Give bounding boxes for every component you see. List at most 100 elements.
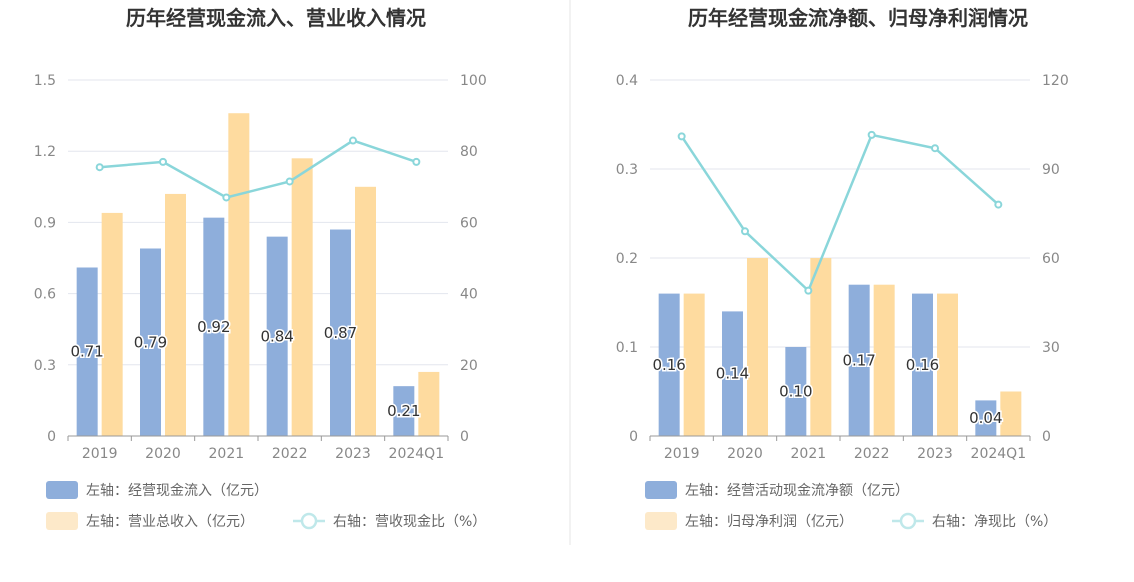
left-axis-tick-label: 0	[47, 429, 56, 445]
ratio-line	[99, 139, 417, 199]
bar-secondary	[937, 293, 958, 436]
bar-value-label: 0.79	[134, 333, 167, 351]
left-axis-tick-label: 0.2	[616, 251, 638, 267]
bar-primary	[785, 347, 807, 436]
legend-label: 左轴：归母净利润（亿元）	[685, 513, 853, 530]
ratio-point	[349, 136, 357, 145]
left-axis-tick-label: 0.1	[616, 340, 638, 356]
bar-value-label: 0.14	[716, 365, 749, 383]
ratio-point	[412, 157, 421, 166]
x-axis-tick-label: 2022	[854, 446, 890, 462]
bar-primary	[393, 386, 415, 436]
bar-secondary	[418, 371, 440, 436]
left-axis-tick-label: 0.9	[34, 215, 56, 231]
bar-primary	[140, 248, 161, 436]
legend-label: 左轴：经营现金流入（亿元）	[86, 483, 268, 499]
legend-swatch	[645, 481, 677, 499]
bar-value-label: 0.16	[906, 356, 939, 374]
bar-secondary	[683, 293, 705, 436]
ratio-point	[931, 144, 939, 153]
cash-inflow-revenue-chart: 历年经营现金流入、营业收入情况 0 0.3 0.6 0.9 1.2 1.5 0 20 40 60 80…	[34, 6, 487, 530]
left-axis-tick-label: 1.5	[34, 73, 56, 89]
x-axis-tick-label: 2019	[82, 446, 118, 462]
bar-primary	[722, 311, 743, 436]
bar-value-label: 0.21	[387, 402, 420, 420]
bar-value-label: 0.04	[969, 409, 1002, 427]
bar-secondary	[1000, 391, 1022, 436]
right-axis-tick-label: 60	[460, 215, 478, 231]
ratio-point	[285, 177, 294, 186]
bar-secondary	[291, 158, 313, 436]
right-axis-tick-label: 80	[460, 144, 478, 160]
legend-swatch	[46, 512, 78, 530]
bar-value-label: 0.17	[842, 351, 875, 369]
bar-secondary	[873, 284, 895, 436]
x-axis-tick-label: 2021	[791, 446, 827, 462]
bar-secondary	[165, 193, 186, 436]
x-axis-tick-label: 2023	[917, 446, 953, 462]
bar-primary	[848, 284, 870, 436]
left-axis-tick-label: 0.6	[34, 287, 56, 303]
ratio-point	[867, 130, 876, 139]
bar-value-label: 0.10	[779, 383, 812, 401]
left-axis-tick-label: 0.3	[34, 358, 56, 374]
bar-primary	[658, 293, 680, 436]
bar-secondary	[355, 186, 376, 436]
x-axis-tick-label: 2022	[272, 446, 308, 462]
bar-value-label: 0.92	[197, 318, 230, 336]
legend-swatch	[46, 481, 78, 499]
right-axis-tick-label: 0	[460, 429, 469, 445]
ratio-point	[159, 157, 167, 166]
left-axis-tick-label: 0.3	[616, 162, 638, 178]
ratio-line	[680, 133, 1000, 293]
right-axis-tick-label: 20	[460, 358, 478, 374]
x-axis-tick-label: 2024Q1	[971, 446, 1027, 462]
bar-primary	[975, 400, 997, 436]
bar-value-label: 0.87	[324, 324, 357, 342]
x-axis-tick-label: 2021	[209, 446, 245, 462]
legend-label: 左轴：营业总收入（亿元）	[86, 514, 254, 530]
legend-label: 左轴：经营活动现金流净额（亿元）	[685, 483, 909, 499]
right-axis-tick-label: 90	[1042, 162, 1060, 178]
ratio-point	[741, 227, 749, 236]
x-axis-tick-label: 2020	[727, 446, 763, 462]
left-axis-tick-label: 1.2	[34, 144, 56, 160]
left-axis-tick-label: 0.4	[616, 73, 638, 89]
right-axis-tick-label: 40	[460, 287, 478, 303]
bar-value-label: 0.84	[260, 327, 293, 345]
right-axis-tick-label: 100	[460, 73, 487, 89]
ratio-point	[222, 193, 231, 202]
bar-value-label: 0.16	[652, 356, 685, 374]
legend-line-marker	[300, 512, 318, 530]
x-axis-tick-label: 2024Q1	[389, 446, 445, 462]
bar-secondary	[810, 258, 832, 436]
right-axis-tick-label: 60	[1042, 251, 1060, 267]
x-axis-tick-label: 2020	[145, 446, 181, 462]
ratio-point	[994, 200, 1003, 209]
x-axis-tick-label: 2019	[664, 446, 700, 462]
bar-primary	[203, 217, 225, 436]
bar-value-label: 0.71	[70, 343, 103, 361]
legend-swatch	[645, 512, 677, 530]
chart-title: 历年经营现金流净额、归母净利润情况	[688, 6, 1028, 30]
bar-primary	[330, 229, 351, 436]
legend-label: 右轴：营收现金比（%）	[333, 514, 486, 530]
right-axis-tick-label: 0	[1042, 429, 1051, 445]
bar-primary	[76, 267, 98, 436]
right-axis-tick-label: 120	[1042, 73, 1069, 89]
ratio-point	[804, 286, 813, 295]
ratio-point	[95, 163, 104, 172]
ratio-point	[677, 132, 686, 141]
cash-net-profit-chart: 历年经营现金流净额、归母净利润情况 0 0.1 0.2 0.3 0.4 0 30 60 90 120…	[616, 6, 1069, 530]
chart-title: 历年经营现金流入、营业收入情况	[126, 6, 426, 30]
legend-label: 右轴：净现比（%）	[932, 514, 1057, 530]
right-axis-tick-label: 30	[1042, 340, 1060, 356]
bar-secondary	[228, 113, 250, 436]
bar-secondary	[747, 258, 768, 436]
x-axis-tick-label: 2023	[335, 446, 371, 462]
bar-primary	[266, 236, 288, 436]
legend-line-marker	[899, 512, 917, 530]
bar-secondary	[101, 212, 123, 436]
bar-primary	[912, 293, 933, 436]
